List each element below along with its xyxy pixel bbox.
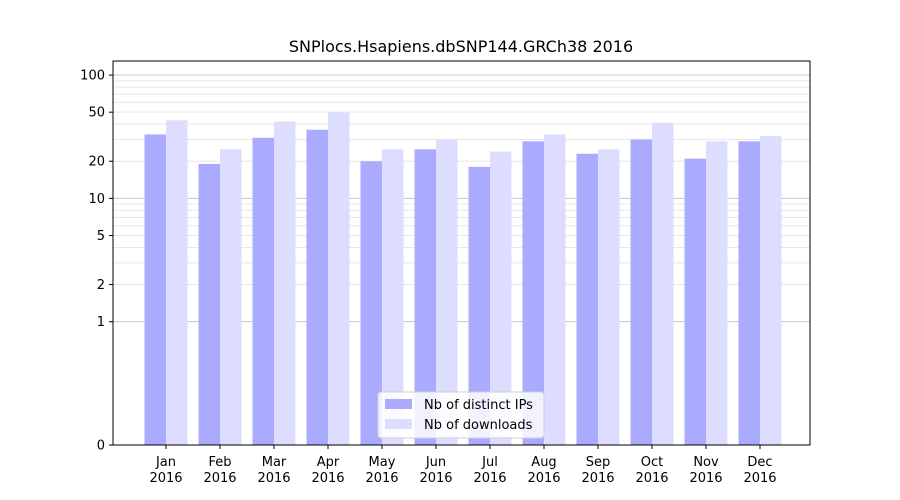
plot-area-frame xyxy=(112,60,811,446)
y-tick-label: 2 xyxy=(97,278,105,293)
bar-downloads xyxy=(166,120,188,445)
bar-distinct-ips xyxy=(576,153,598,445)
bar-downloads xyxy=(382,149,404,445)
legend: Nb of distinct IPs Nb of downloads xyxy=(377,391,545,439)
x-tick-label-month: Nov xyxy=(693,455,719,470)
bar-distinct-ips xyxy=(360,161,382,445)
x-tick-label-month: Sep xyxy=(586,455,611,470)
y-tick-label: 0 xyxy=(97,439,105,454)
x-tick-label-year: 2016 xyxy=(581,471,614,486)
x-tick-label-year: 2016 xyxy=(365,471,398,486)
x-tick-label-month: Jul xyxy=(481,455,498,470)
bar-downloads xyxy=(436,139,458,445)
legend-label: Nb of downloads xyxy=(424,418,533,433)
bar-distinct-ips xyxy=(684,158,706,445)
y-tick-label: 10 xyxy=(88,192,105,207)
y-tick-label: 100 xyxy=(80,69,105,84)
bar-distinct-ips xyxy=(198,163,220,445)
x-tick-label-month: Mar xyxy=(262,455,287,470)
x-tick-label-month: Apr xyxy=(317,455,340,470)
x-tick-label-year: 2016 xyxy=(527,471,560,486)
legend-label: Nb of distinct IPs xyxy=(424,398,533,413)
bar-downloads xyxy=(652,122,674,445)
bar-downloads xyxy=(274,121,296,445)
bar-distinct-ips xyxy=(738,141,760,445)
y-tick-label: 1 xyxy=(97,315,105,330)
bar-downloads xyxy=(490,151,512,445)
legend-swatch xyxy=(385,419,412,429)
x-axis: Jan2016Feb2016Mar2016Apr2016May2016Jun20… xyxy=(149,445,777,486)
x-tick-label-year: 2016 xyxy=(257,471,290,486)
bar-downloads xyxy=(544,134,566,446)
x-tick-label-month: Dec xyxy=(747,455,772,470)
bar-distinct-ips xyxy=(144,134,166,446)
x-tick-label-year: 2016 xyxy=(419,471,452,486)
x-tick-label-month: Jan xyxy=(155,455,176,470)
chart-title: SNPlocs.Hsapiens.dbSNP144.GRCh38 2016 xyxy=(289,37,633,56)
x-tick-label-year: 2016 xyxy=(743,471,776,486)
bar-downloads xyxy=(598,149,620,445)
bar-downloads xyxy=(706,141,728,445)
bar-distinct-ips xyxy=(306,129,328,445)
x-tick-label-month: Aug xyxy=(531,455,556,470)
bar-distinct-ips xyxy=(630,139,652,445)
bar-distinct-ips xyxy=(522,141,544,445)
legend-box xyxy=(377,391,545,439)
bar-downloads xyxy=(220,149,242,445)
bar-distinct-ips xyxy=(414,149,436,445)
bars xyxy=(144,112,782,446)
x-tick-label-year: 2016 xyxy=(473,471,506,486)
legend-swatch xyxy=(385,399,412,409)
y-tick-label: 50 xyxy=(88,106,105,121)
x-tick-label-year: 2016 xyxy=(149,471,182,486)
x-tick-label-month: Feb xyxy=(208,455,231,470)
x-tick-label-year: 2016 xyxy=(689,471,722,486)
bar-downloads xyxy=(760,136,782,445)
bar-downloads xyxy=(328,112,350,446)
y-tick-label: 5 xyxy=(97,229,105,244)
x-tick-label-month: May xyxy=(369,455,396,470)
bar-distinct-ips xyxy=(468,166,490,445)
x-tick-label-month: Jun xyxy=(425,455,446,470)
y-axis: 0 1 2 5 10 20 50 100 xyxy=(80,69,113,454)
x-tick-label-year: 2016 xyxy=(311,471,344,486)
y-tick-label: 20 xyxy=(88,155,105,170)
bar-distinct-ips xyxy=(252,137,274,445)
x-tick-label-month: Oct xyxy=(641,455,663,470)
x-tick-label-year: 2016 xyxy=(635,471,668,486)
x-tick-label-year: 2016 xyxy=(203,471,236,486)
